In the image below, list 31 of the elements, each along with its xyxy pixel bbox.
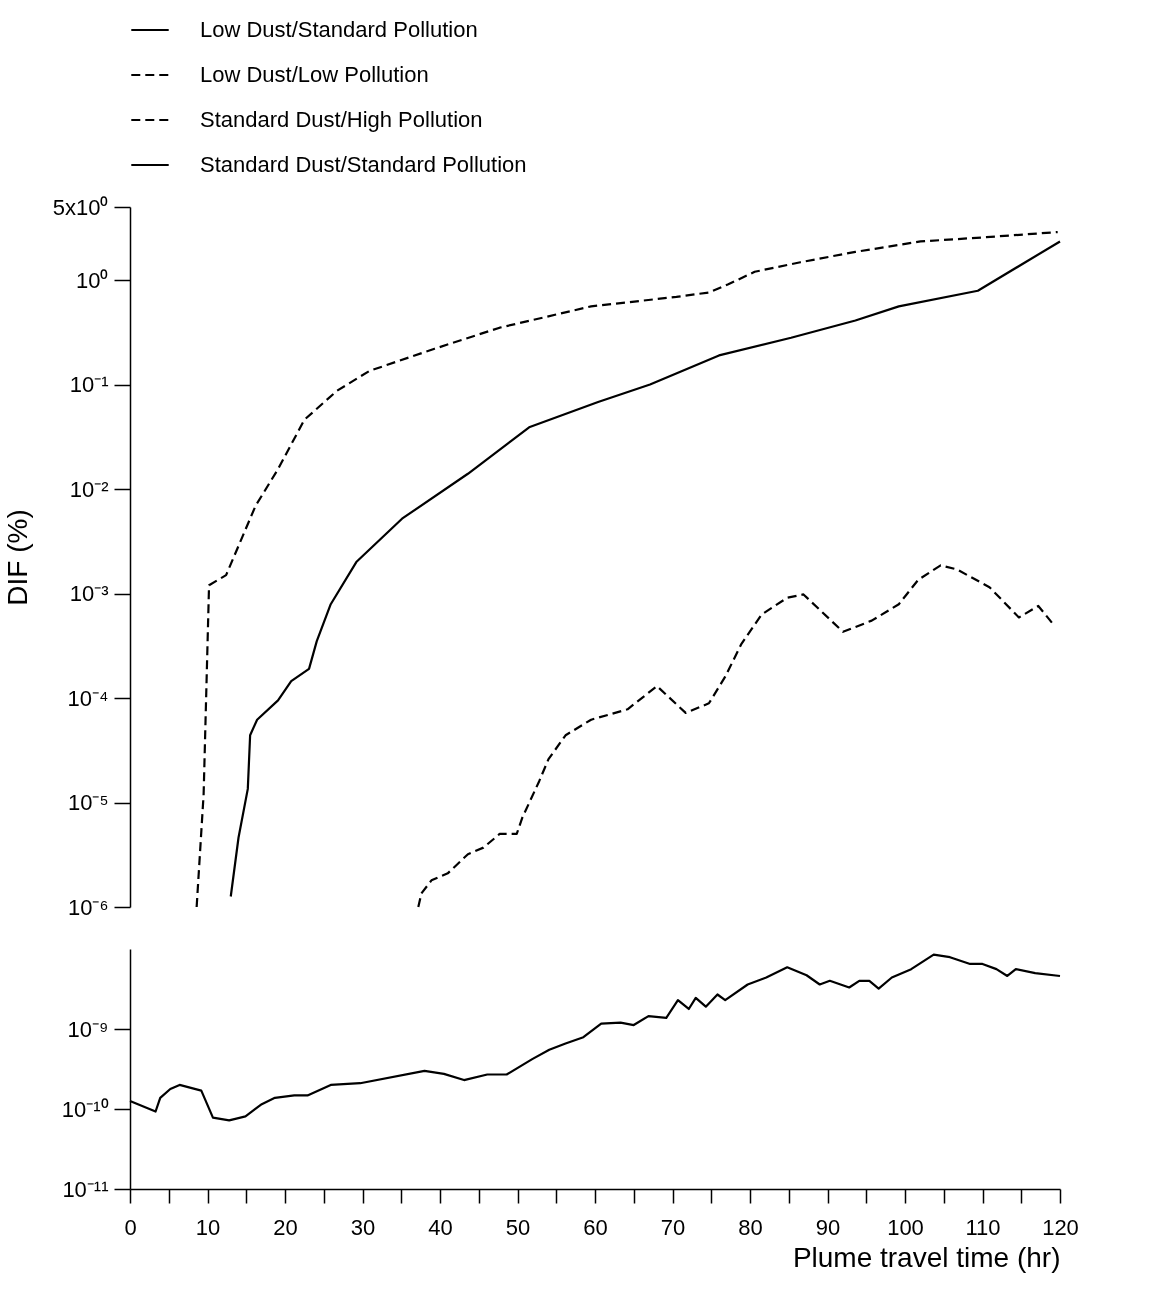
y-tick-label: 10⁻³: [69, 581, 109, 607]
legend-label: Standard Dust/High Pollution: [200, 107, 483, 132]
y-tick-label: 10⁻⁵: [67, 790, 109, 816]
x-tick-label: 100: [887, 1214, 924, 1240]
y-tick-label: 10⁻⁹: [67, 1016, 109, 1042]
x-tick-label: 40: [428, 1214, 453, 1240]
y-tick-label: 10⁻⁴: [67, 685, 109, 711]
x-tick-label: 10: [195, 1214, 221, 1240]
x-tick-label: 0: [124, 1214, 137, 1240]
y-tick-label: 10⁻²: [69, 476, 109, 502]
x-tick-label: 70: [660, 1214, 686, 1240]
y-tick-label: 10⁰: [76, 267, 109, 293]
x-axis-title: Plume travel time (hr): [792, 1241, 1061, 1273]
y-tick-label: 10⁻¹: [69, 372, 109, 398]
x-tick-label: 50: [505, 1214, 531, 1240]
x-tick-label: 110: [965, 1214, 1001, 1240]
y-tick-label: 10⁻¹⁰: [61, 1096, 109, 1122]
legend-label: Standard Dust/Standard Pollution: [200, 152, 527, 177]
legend-label: Low Dust/Low Pollution: [200, 62, 429, 87]
text: Low Dust/Standard Pollution: [200, 17, 478, 42]
y-tick-label: 5x10⁰: [52, 194, 109, 220]
x-tick-label: 80: [738, 1214, 763, 1240]
line-series: [417, 564, 1055, 909]
y-tick-label: 10⁻⁶: [67, 894, 109, 920]
y-tick-label: 10⁻¹¹: [62, 1176, 109, 1202]
y-axis-title: DIF (%): [1, 509, 33, 606]
x-tick-label: 60: [583, 1214, 608, 1240]
x-tick-label: 120: [1042, 1214, 1079, 1240]
x-tick-label: 30: [350, 1214, 376, 1240]
x-tick-label: 20: [273, 1214, 298, 1240]
x-tick-label: 90: [815, 1214, 841, 1240]
